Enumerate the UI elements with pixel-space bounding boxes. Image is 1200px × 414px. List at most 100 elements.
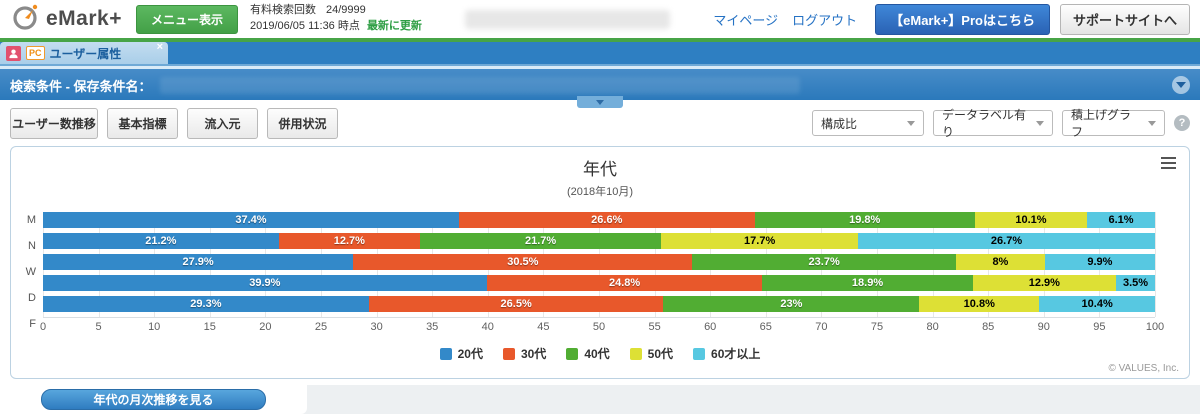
y-axis-labels: M N W D F (21, 207, 43, 337)
x-tick-label: 90 (1037, 321, 1050, 333)
redacted-condition-name (159, 76, 800, 94)
legend-item-60才以上[interactable]: 60才以上 (693, 345, 760, 362)
plot-area: 37.4% 26.6% 19.8% 10.1% 6.1% 21.2% 12.7% 21.7% 1… (40, 207, 1164, 337)
legend-swatch (629, 347, 642, 360)
x-tick-label: 25 (314, 321, 328, 333)
logo-text: eMark+ (46, 7, 122, 30)
redacted-account-info (465, 9, 671, 29)
collapse-chevron-icon[interactable] (1172, 76, 1190, 94)
composition-ratio-value: 構成比 (821, 116, 858, 131)
bar-segment-40代[interactable]: 19.8% (754, 212, 975, 228)
x-tick-label: 60 (704, 321, 717, 333)
category-label: D (28, 292, 36, 304)
x-tick-label: 95 (1093, 321, 1106, 333)
bar-segment-20代[interactable]: 39.9% (43, 275, 487, 291)
bar-segment-40代[interactable]: 23.7% (692, 254, 956, 270)
tab-bar: PC ユーザー属性 × (0, 42, 1200, 64)
bar-segment-20代[interactable]: 27.9% (43, 254, 354, 270)
bar-segment-50代[interactable]: 8% (955, 254, 1045, 270)
tab-label: ユーザー属性 (49, 46, 122, 61)
legend-item-40代[interactable]: 40代 (566, 345, 610, 362)
bar-segment-60才以上[interactable]: 9.9% (1044, 254, 1155, 270)
bar-segment-30代[interactable]: 12.7% (278, 233, 420, 249)
legend-swatch (693, 347, 706, 360)
help-icon[interactable]: ? (1174, 115, 1190, 131)
bar-rows: 37.4% 26.6% 19.8% 10.1% 6.1% 21.2% 12.7% 21.7% 1… (43, 212, 1156, 318)
menu-toggle-button[interactable]: メニュー表示 (135, 4, 238, 34)
x-tick-label: 45 (537, 321, 550, 333)
emark-logo: eMark+ (12, 3, 122, 36)
graph-type-select[interactable]: 積上げグラフ (1062, 108, 1165, 139)
bar-segment-60才以上[interactable]: 6.1% (1087, 212, 1155, 228)
bar-segment-50代[interactable]: 10.1% (974, 212, 1088, 228)
tab-user-count-trend[interactable]: ユーザー数推移 (10, 107, 98, 139)
bar-segment-20代[interactable]: 29.3% (43, 296, 369, 312)
bar-row-D: 39.9% 24.8% 18.9% 12.9% 3.5% (43, 275, 1155, 291)
bar-segment-50代[interactable]: 10.8% (919, 296, 1040, 312)
data-label-select[interactable]: データラベル有り (933, 108, 1053, 139)
bottom-panel: 年代の月次推移を見る (0, 385, 307, 414)
bar-segment-20代[interactable]: 21.2% (43, 233, 279, 249)
bar-row-M: 37.4% 26.6% 19.8% 10.1% 6.1% (43, 212, 1155, 228)
chart-subtitle: (2018年10月) (566, 186, 634, 198)
bar-segment-30代[interactable]: 30.5% (353, 254, 693, 270)
legend-item-50代[interactable]: 50代 (629, 345, 674, 362)
x-tick-label: 85 (982, 321, 995, 333)
mypage-link[interactable]: マイページ (713, 12, 779, 28)
app-header: eMark+ メニュー表示 有料検索回数 24/9999 2019/06/05 1… (0, 0, 1200, 38)
bar-segment-50代[interactable]: 17.7% (661, 233, 859, 249)
data-label-value: データラベル有り (942, 108, 1027, 139)
refresh-link[interactable]: 最新に更新 (366, 20, 422, 32)
bar-row-N: 21.2% 12.7% 21.7% 17.7% 26.7% (43, 233, 1155, 249)
bar-segment-60才以上[interactable]: 26.7% (858, 233, 1155, 249)
report-toolbar: ユーザー数推移 基本指標 流入元 併用状況 構成比 データラベル有り 積上げグラ… (0, 100, 1200, 146)
x-tick-label: 30 (370, 321, 383, 333)
panel-collapse-handle[interactable] (577, 96, 623, 108)
tab-user-attributes[interactable]: PC ユーザー属性 × (0, 42, 168, 64)
tab-concurrent-usage[interactable]: 併用状況 (267, 107, 338, 139)
support-site-button[interactable]: サポートサイトへ (1059, 3, 1190, 35)
header-divider (0, 38, 1200, 42)
search-quota-info: 有料検索回数 24/9999 2019/06/05 11:36 時点 最新に更新 (250, 3, 422, 35)
bar-segment-30代[interactable]: 26.6% (458, 212, 755, 228)
logout-link[interactable]: ログアウト (792, 12, 858, 28)
x-tick-label: 15 (203, 321, 216, 333)
tab-basic-metrics[interactable]: 基本指標 (107, 107, 178, 139)
legend-item-30代[interactable]: 30代 (502, 345, 547, 362)
emark-pro-button[interactable]: 【eMark+】Proはこちら (875, 3, 1050, 35)
x-tick-label: 20 (259, 321, 272, 333)
legend-label: 50代 (647, 347, 674, 361)
search-count-value: 24/9999 (325, 4, 366, 17)
legend-swatch (439, 347, 452, 360)
bar-segment-30代[interactable]: 26.5% (368, 296, 664, 312)
bar-segment-40代[interactable]: 23% (663, 296, 920, 312)
bar-segment-50代[interactable]: 12.9% (972, 275, 1117, 291)
x-tick-label: 35 (426, 321, 439, 333)
chart-menu-icon[interactable] (1161, 157, 1176, 172)
monthly-trend-button[interactable]: 年代の月次推移を見る (41, 389, 266, 410)
bar-row-F: 29.3% 26.5% 23% 10.8% 10.4% (43, 296, 1155, 312)
bar-segment-60才以上[interactable]: 10.4% (1039, 296, 1155, 312)
bar-segment-20代[interactable]: 37.4% (43, 212, 459, 228)
x-tick-label: 10 (148, 321, 161, 333)
pc-device-badge: PC (26, 46, 45, 60)
x-tick-label: 100 (1145, 321, 1165, 333)
x-axis: 0 5 10 15 20 25 30 35 40 45 50 55 60 65 70 75 80 85 90 95 10… (40, 321, 1164, 336)
bar-row-W: 27.9% 30.5% 23.7% 8% 9.9% (43, 254, 1155, 270)
tab-inflow-source[interactable]: 流入元 (187, 107, 258, 139)
legend-label: 60才以上 (711, 347, 761, 361)
bar-segment-40代[interactable]: 21.7% (419, 233, 662, 249)
search-condition-bar: 検索条件 - 保存条件名： (0, 64, 1200, 108)
chart-body: M N W D F 37.4% 26.6% 19.8% 10.1% 6.1% 21.2% 12.7%… (11, 199, 1189, 337)
bar-segment-40代[interactable]: 18.9% (762, 275, 973, 291)
tab-close-icon[interactable]: × (156, 41, 163, 53)
x-tick-label: 40 (481, 321, 494, 333)
bar-segment-30代[interactable]: 24.8% (486, 275, 763, 291)
x-tick-label: 50 (592, 321, 606, 333)
composition-ratio-select[interactable]: 構成比 (812, 110, 924, 136)
condition-label: 検索条件 - 保存条件名： (10, 78, 152, 94)
x-tick-label: 75 (870, 321, 884, 333)
legend-item-20代[interactable]: 20代 (439, 345, 483, 362)
bar-segment-60才以上[interactable]: 3.5% (1116, 275, 1155, 291)
legend-label: 30代 (520, 347, 547, 361)
